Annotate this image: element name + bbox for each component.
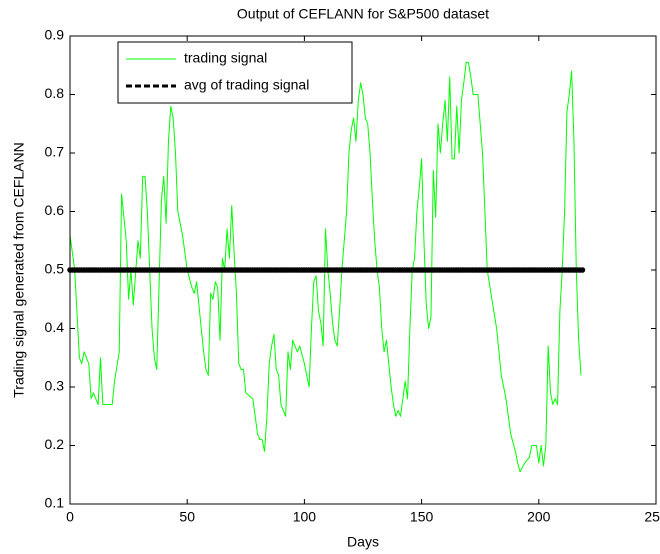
y-tick-label: 0.5: [45, 261, 65, 277]
x-tick-label: 150: [410, 509, 434, 525]
series-line: [69, 61, 582, 473]
x-tick-label: 50: [179, 509, 195, 525]
legend-label: avg of trading signal: [184, 77, 309, 93]
y-tick-label: 0.3: [45, 378, 65, 394]
y-axis-label: Trading signal generated from CEFLANN: [11, 142, 27, 398]
axes-box: [69, 35, 657, 505]
x-axis-label: Days: [347, 534, 379, 550]
y-tick-label: 0.9: [45, 27, 65, 43]
y-tick-label: 0.2: [45, 436, 65, 452]
x-tick-label: 0: [66, 509, 74, 525]
y-tick-label: 0.6: [45, 202, 65, 218]
legend: trading signal avg of trading signal: [117, 41, 353, 104]
legend-label: trading signal: [184, 50, 267, 66]
y-tick-label: 0.7: [45, 144, 65, 160]
y-tick-label: 0.1: [45, 495, 65, 511]
legend-box: [117, 41, 353, 104]
y-tick-label: 0.8: [45, 85, 65, 101]
x-tick-label: 200: [527, 509, 551, 525]
x-tick-label: 250: [644, 509, 660, 525]
x-tick-label: 100: [293, 509, 317, 525]
chart-title: Output of CEFLANN for S&P500 dataset: [237, 6, 489, 22]
y-tick-label: 0.4: [45, 319, 65, 335]
